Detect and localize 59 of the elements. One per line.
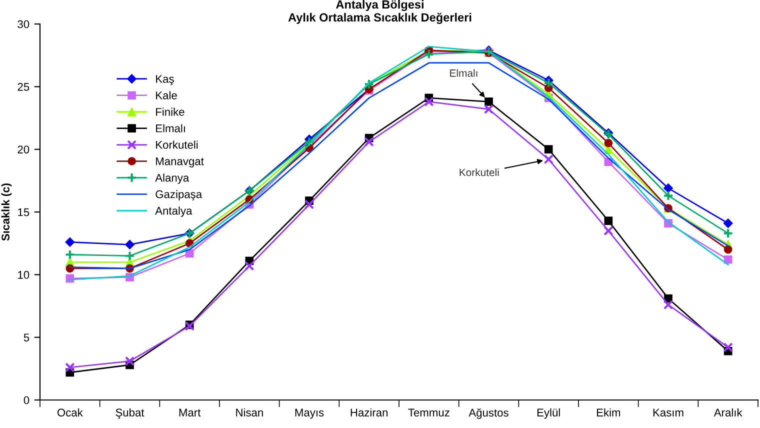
- x-tick-label: Haziran: [350, 408, 388, 416]
- point: [663, 190, 674, 201]
- x-tick-label: Aralık: [714, 408, 742, 416]
- y-tick-label: 25: [18, 82, 30, 91]
- x-tick-label: Ağustos: [468, 408, 508, 419]
- point: [663, 300, 674, 310]
- y-tick-label: 0: [24, 396, 30, 404]
- x-tick-label: Mayıs: [295, 408, 324, 419]
- point: [543, 78, 554, 88]
- point: [364, 136, 374, 147]
- x-tick-label: Mart: [179, 408, 201, 416]
- legend-label: Kale: [156, 91, 177, 100]
- legend-label: Kaş: [156, 75, 174, 86]
- legend-label: Finike: [156, 108, 184, 116]
- x-tick-label: Ocak: [57, 408, 83, 416]
- point: [722, 228, 734, 239]
- y-axis-title: Sıcaklık (c): [1, 184, 12, 241]
- legend-label: Elmalı: [156, 124, 185, 132]
- legend-label: Korkuteli: [156, 140, 198, 149]
- point: [723, 218, 733, 228]
- point: [544, 145, 553, 154]
- point: [424, 48, 434, 60]
- annotation: Korkuteli: [460, 168, 499, 176]
- x-tick-label: Şubat: [116, 408, 144, 419]
- annotation: Elmalı: [450, 69, 478, 77]
- x-tick-label: Ekim: [596, 408, 620, 416]
- point: [124, 356, 135, 366]
- x-tick-label: Temmuz: [408, 408, 450, 416]
- point: [724, 255, 732, 264]
- point: [244, 261, 254, 271]
- point: [124, 240, 135, 250]
- y-tick-label: 5: [24, 334, 30, 342]
- point: [484, 104, 494, 114]
- point: [65, 237, 75, 247]
- legend-label: Alanya: [155, 174, 190, 184]
- point: [724, 245, 732, 254]
- x-tick-label: Eylül: [537, 408, 560, 419]
- point: [124, 250, 135, 262]
- y-tick-label: 30: [18, 20, 30, 28]
- x-tick-label: Nisan: [236, 408, 263, 416]
- legend-label: Manavgat: [156, 157, 204, 168]
- y-tick-label: 20: [18, 146, 30, 154]
- point: [484, 98, 493, 106]
- legend-label: Gazipaşa: [156, 190, 202, 200]
- point: [604, 216, 613, 225]
- point: [424, 96, 434, 107]
- point: [304, 200, 314, 210]
- point: [65, 362, 75, 372]
- point: [64, 249, 76, 260]
- point: [604, 226, 614, 236]
- legend-label: Antalya: [155, 206, 192, 217]
- y-tick-label: 15: [18, 208, 30, 216]
- point: [663, 183, 674, 193]
- x-tick-label: Kasım: [653, 408, 684, 416]
- y-tick-label: 10: [18, 270, 30, 279]
- point: [544, 154, 554, 164]
- point: [604, 138, 613, 148]
- point: [723, 342, 733, 352]
- chart-title: Antalya Bölgesi Aylık Ortalama Sıcaklık Değerleri: [288, 0, 472, 24]
